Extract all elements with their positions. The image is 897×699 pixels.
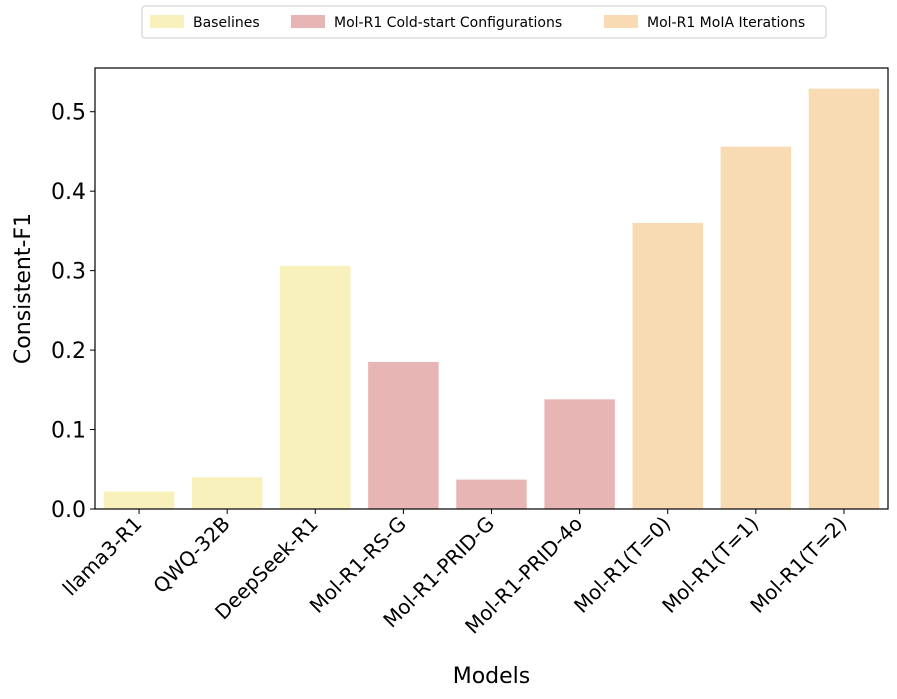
x-axis: llama3-R1 QWQ-32BDeepSeek-R1Mol-R1-RS-GMo… (58, 509, 851, 639)
y-tick-label: 0.5 (51, 101, 86, 126)
y-axis: 0.0 0.1 0.2 0.3 0.4 0.5 (51, 101, 95, 523)
bar-deepseek-r1 (280, 265, 351, 509)
bars (103, 88, 880, 510)
y-tick-label: 0.2 (51, 339, 86, 364)
y-axis-label: Consistent-F1 (11, 213, 36, 364)
x-tick-label: QWQ-32B (148, 512, 234, 598)
y-tick-label: 0.4 (51, 180, 86, 205)
legend-label: Mol-R1 MoIA Iterations (647, 15, 805, 31)
bar-qwq-32b (191, 477, 263, 509)
bar-mol-r1-t-2 (808, 88, 880, 510)
legend-box (141, 5, 827, 39)
bar-mol-r1-t-1 (720, 146, 792, 510)
legend-swatch (604, 15, 638, 28)
legend-label: Baselines (193, 15, 260, 31)
bar-llama3-r1 (103, 491, 175, 509)
bar-mol-r1-prid-4o (544, 399, 615, 509)
legend-swatch (291, 15, 325, 28)
bar-mol-r1-t-0 (632, 222, 703, 509)
bar-mol-r1-rs-g (368, 362, 439, 509)
x-tick-label: llama3-R1 (58, 512, 147, 601)
y-tick-label: 0.1 (51, 419, 86, 444)
y-tick-label: 0.0 (51, 498, 86, 523)
x-axis-label: Models (453, 664, 531, 689)
y-tick-label: 0.3 (51, 260, 86, 285)
legend-swatch (150, 15, 184, 28)
legend-label: Mol-R1 Cold-start Configurations (334, 15, 562, 31)
legend: Baselines Mol-R1 Cold-start Configuration… (141, 5, 827, 39)
bar-mol-r1-prid-g (456, 479, 527, 509)
